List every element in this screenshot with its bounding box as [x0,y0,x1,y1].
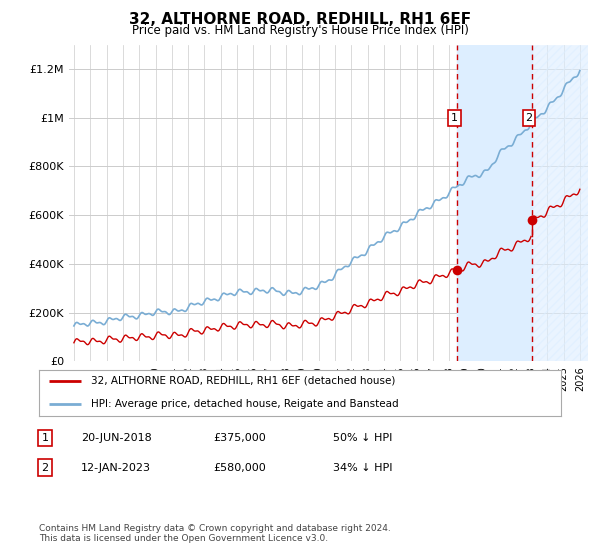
Text: HPI: Average price, detached house, Reigate and Banstead: HPI: Average price, detached house, Reig… [91,399,399,409]
Text: 2: 2 [41,463,49,473]
Text: 2: 2 [526,113,533,123]
Text: £375,000: £375,000 [213,433,266,443]
Text: 1: 1 [41,433,49,443]
Text: Price paid vs. HM Land Registry's House Price Index (HPI): Price paid vs. HM Land Registry's House … [131,24,469,36]
Text: 20-JUN-2018: 20-JUN-2018 [81,433,152,443]
Text: £580,000: £580,000 [213,463,266,473]
Text: 1: 1 [451,113,458,123]
Bar [532,45,588,361]
Text: 34% ↓ HPI: 34% ↓ HPI [333,463,392,473]
Text: 12-JAN-2023: 12-JAN-2023 [81,463,151,473]
Bar [457,45,532,361]
Text: 32, ALTHORNE ROAD, REDHILL, RH1 6EF: 32, ALTHORNE ROAD, REDHILL, RH1 6EF [129,12,471,27]
Text: 50% ↓ HPI: 50% ↓ HPI [333,433,392,443]
Text: 32, ALTHORNE ROAD, REDHILL, RH1 6EF (detached house): 32, ALTHORNE ROAD, REDHILL, RH1 6EF (det… [91,376,395,386]
Text: Contains HM Land Registry data © Crown copyright and database right 2024.
This d: Contains HM Land Registry data © Crown c… [39,524,391,543]
